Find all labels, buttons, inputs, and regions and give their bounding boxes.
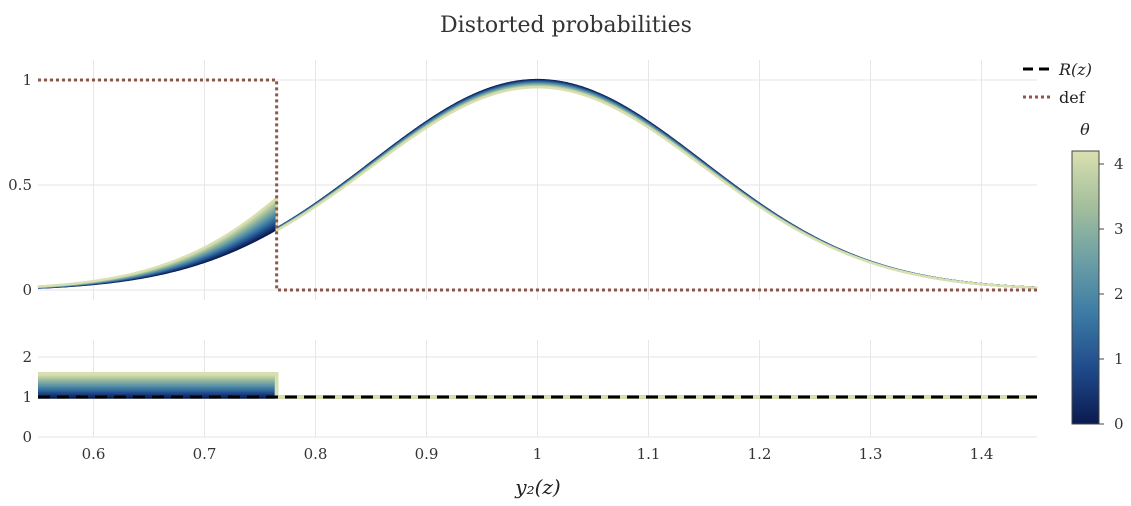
top-series	[38, 78, 1037, 292]
colorbar-title: θ	[1080, 120, 1090, 139]
def-line	[38, 78, 1037, 292]
x-tick-label: 1	[533, 445, 543, 463]
bottom-y-ticks: 0 1 2	[22, 348, 32, 446]
top-y-tick-label: 0.5	[8, 176, 32, 194]
top-y-ticks: 00.51	[8, 71, 32, 299]
colorbar-ticks: 0 1 2 3 4	[1099, 155, 1124, 433]
bottom-y-tick-label: 0	[22, 428, 32, 446]
bottom-y-tick-label: 1	[22, 388, 32, 406]
x-tick-label: 0.7	[193, 445, 217, 463]
colorbar-tick-label: 3	[1114, 220, 1124, 238]
top-y-tick-label: 1	[22, 71, 32, 89]
x-ticks: 0.6 0.7 0.8 0.9 1 1.1 1.2 1.3 1.4	[82, 445, 994, 463]
x-tick-label: 1.2	[748, 445, 772, 463]
colorbar: θ 0 1 2 3 4	[1071, 120, 1124, 433]
bottom-panel: 0 1 2	[22, 340, 1037, 446]
x-tick-label: 0.6	[82, 445, 106, 463]
colorbar-tick-label: 1	[1114, 350, 1124, 368]
x-tick-label: 1.3	[859, 445, 883, 463]
colorbar-gradient	[1071, 150, 1100, 425]
bottom-y-tick-label: 2	[22, 348, 32, 366]
x-tick-label: 0.8	[304, 445, 328, 463]
x-tick-label: 1.4	[970, 445, 994, 463]
legend: R(z) def	[1023, 60, 1092, 107]
x-tick-label: 0.9	[415, 445, 439, 463]
top-panel: 00.51	[8, 60, 1038, 300]
legend-label-def: def	[1059, 88, 1086, 107]
top-y-tick-label: 0	[22, 281, 32, 299]
chart-title: Distorted probabilities	[440, 13, 692, 38]
legend-label-r: R(z)	[1058, 60, 1092, 79]
colorbar-tick-label: 2	[1114, 285, 1124, 303]
top-theta-curves	[37, 78, 1038, 289]
x-tick-label: 1.1	[637, 445, 661, 463]
colorbar-tick-label: 4	[1114, 155, 1124, 173]
x-axis-label: y₂(z)	[514, 475, 560, 499]
colorbar-tick-label: 0	[1114, 415, 1124, 433]
theta-curve	[37, 86, 1038, 289]
